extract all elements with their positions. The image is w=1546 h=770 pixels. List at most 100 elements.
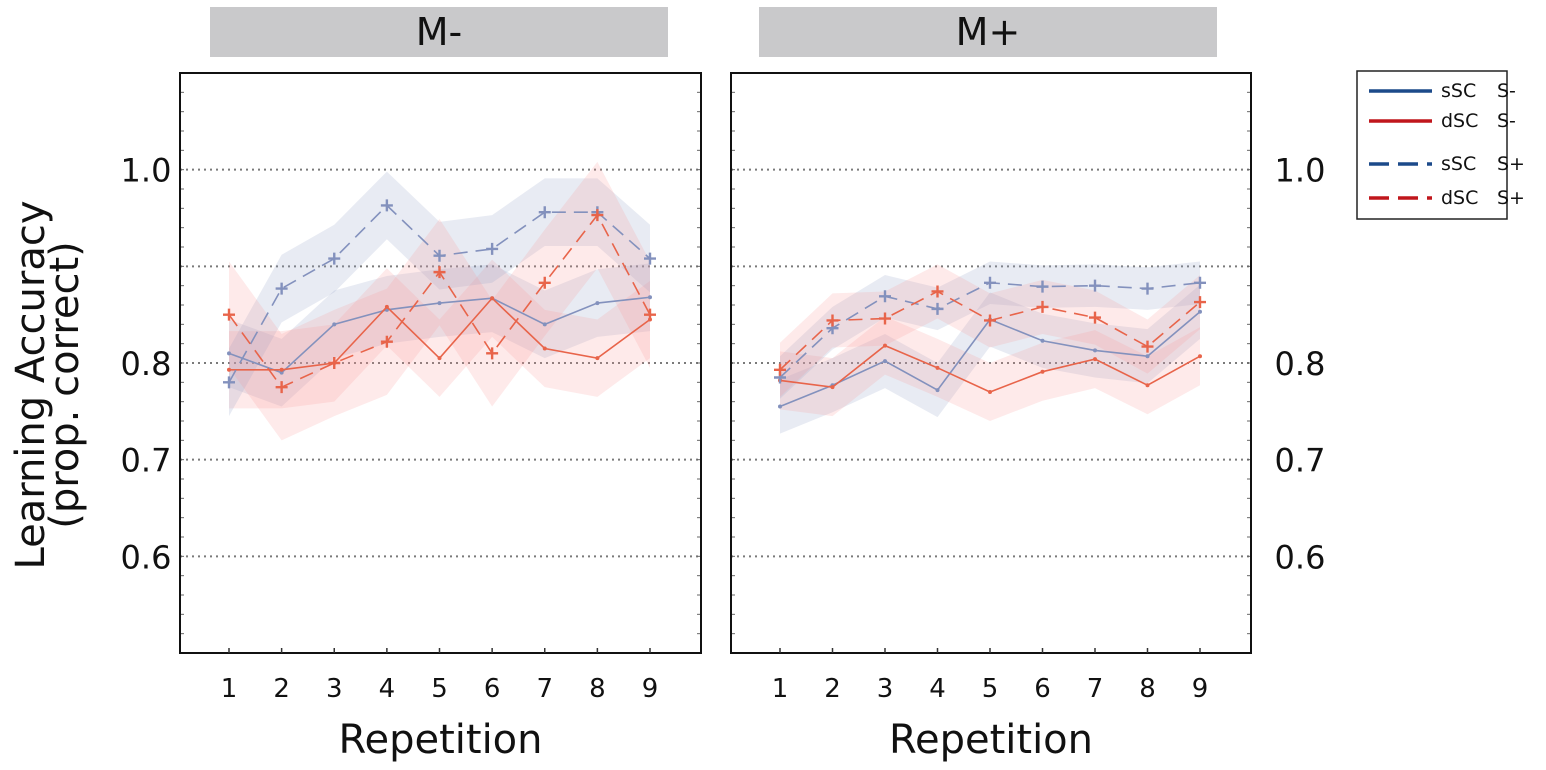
panel-m-plus-ssc_splus-point [1194, 276, 1206, 289]
panel-m-plus-dsc_sminus-point [830, 385, 835, 390]
y-axis-label-line1: Learning Accuracy [8, 201, 54, 570]
y-tick-label-right: 1.0 [1275, 152, 1326, 190]
panel-m-minus-dsc_splus-point [433, 266, 446, 279]
y-axis-label-line2: (prop. correct) [42, 241, 88, 529]
panel-m-minus-dsc_splus-point [591, 209, 604, 222]
legend-sublabel-dsc_sminus: S- [1497, 110, 1516, 132]
legend-label-ssc_splus: sSC [1441, 153, 1476, 175]
y-tick-label-left: 0.8 [121, 345, 172, 383]
panel-m-minus-ssc_sminus-point [279, 370, 284, 375]
panel-m-minus-ssc_splus-point [380, 199, 393, 212]
panel-m-minus-ssc_splus-point [223, 376, 235, 389]
panel-m-plus-ssc_splus-point [879, 290, 891, 303]
panel-m-plus-x-tick-label: 7 [1087, 674, 1104, 704]
panel-m-minus-dsc_splus-point [380, 335, 393, 348]
panel-m-plus-ssc_sminus-point [883, 359, 887, 364]
panel-m-minus-ssc_sminus-ci-band [229, 263, 650, 407]
panel-m-plus-ssc_sminus-point [1040, 338, 1045, 343]
y-tick-label-right: 0.7 [1275, 442, 1326, 480]
panel-m-minus-ssc_splus-point [644, 252, 656, 265]
panel-m-minus-dsc_splus-point [223, 308, 235, 321]
panel-m-plus-x-tick-label: 6 [1034, 674, 1051, 704]
panel-m-minus-frame [179, 72, 702, 654]
panel-m-plus-x-tick-label: 4 [929, 674, 946, 704]
panel-m-minus-x-tick-label: 9 [642, 674, 659, 704]
panel-m-plus-dsc_splus-point [826, 314, 839, 327]
panel-m-minus-dsc_sminus-point [279, 367, 284, 372]
panel-m-minus-ssc_sminus-point [332, 322, 337, 327]
panel-m-plus-x-tick-label: 2 [824, 674, 841, 704]
panel-m-minus-dsc_splus-point [486, 347, 499, 360]
panel-title-m-plus: M+ [759, 7, 1217, 57]
panel-m-plus-ssc_splus-point [1036, 280, 1049, 293]
panel-m-plus-x-tick-label: 1 [772, 674, 789, 704]
panel-m-minus-ssc_sminus-point [595, 301, 600, 306]
panel-m-minus-x-tick-label: 3 [326, 674, 343, 704]
panel-m-minus-dsc_sminus-point [227, 367, 231, 372]
panel-m-plus-x-tick-label: 9 [1192, 674, 1209, 704]
panel-m-minus-ssc_splus-point [433, 249, 446, 262]
panel-m-minus-dsc_splus-point [275, 381, 288, 394]
panel-m-minus-ssc_sminus-point [227, 351, 231, 356]
panel-m-plus-dsc_splus-point [1194, 296, 1206, 309]
panel-m-plus-x-tick-label: 8 [1139, 674, 1156, 704]
panel-m-minus-dsc_splus-point [644, 308, 656, 321]
y-tick-label-left: 0.7 [121, 442, 172, 480]
panel-m-plus-dsc_splus-point [931, 285, 944, 298]
panel-m-minus-ssc_sminus-point [437, 301, 442, 306]
panel-m-minus-dsc_sminus-point [384, 304, 389, 309]
panel-m-plus-ssc_splus-point [1089, 279, 1101, 292]
panel-m-plus-dsc_splus-point [879, 312, 891, 325]
legend-label-ssc_sminus: sSC [1441, 80, 1476, 102]
panel-m-plus-ssc_sminus-point [935, 388, 940, 393]
panel-m-minus-x-tick-label: 4 [379, 674, 396, 704]
legend: sSC S-dSC S-sSC S+ dSC S+ [1356, 70, 1525, 220]
panel-m-minus-ssc_splus-ci-band [229, 171, 650, 417]
panel-m-minus-x-tick-label: 8 [589, 674, 606, 704]
panel-m-plus-ssc_sminus-point [1093, 348, 1097, 353]
panel-m-plus-dsc_sminus-ci-band [780, 316, 1200, 421]
panel-m-plus: 1 2 3 4 5 6 7 8 9 Repetition [730, 72, 1252, 763]
legend-sublabel-dsc_splus: S+ [1497, 187, 1525, 209]
panel-m-minus-x-tick-label: 1 [221, 674, 238, 704]
y-tick-label-left: 0.6 [121, 538, 172, 576]
panel-m-minus-dsc_splus-point [538, 276, 551, 289]
panel-m-plus-dsc_splus-point [984, 314, 996, 327]
panel-m-plus-dsc_splus-point [1141, 340, 1154, 353]
panel-m-minus-dsc_splus-point [328, 357, 341, 369]
panel-m-minus-ssc_splus-point [538, 206, 551, 219]
panel-m-minus-x-tick-label: 7 [536, 674, 553, 704]
panel-m-plus-ssc_splus-point [1141, 282, 1154, 295]
y-tick-label-right: 0.8 [1275, 345, 1326, 383]
panel-m-minus-x-tick-label: 6 [484, 674, 501, 704]
panel-m-plus-dsc_splus-point [1036, 300, 1049, 313]
y-tick-labels: 0.6 0.6 0.7 0.7 0.8 0.8 1.0 1.0 [121, 152, 1326, 577]
panel-m-minus: 1 2 3 4 5 6 7 8 9 Repetition [179, 72, 702, 763]
panel-m-minus-ssc_splus-point [486, 242, 499, 255]
panel-m-plus-dsc_splus-point [1089, 311, 1101, 324]
panel-m-minus-ssc_sminus-point [648, 295, 652, 300]
panel-m-minus-x-tick-label: 2 [273, 674, 290, 704]
panel-m-plus-dsc_sminus-point [1093, 357, 1097, 362]
panel-m-plus-dsc_sminus-point [988, 390, 992, 394]
panel-m-minus-ssc_splus-point [275, 282, 288, 295]
panel-m-plus-x-tick-label: 5 [982, 674, 999, 704]
panel-m-minus-dsc_sminus-point [490, 296, 495, 301]
panel-m-plus-dsc_sminus-point [1198, 354, 1202, 359]
panel-m-minus-x-tick-label: 5 [431, 674, 448, 704]
legend-sublabel-ssc_splus: S+ [1497, 153, 1525, 175]
panel-m-plus-dsc_sminus-point [1145, 383, 1150, 388]
panel-m-minus-ssc_sminus-point [542, 322, 547, 327]
panel-m-minus-dsc_sminus-point [595, 356, 600, 361]
y-axis-label: Learning Accuracy (prop. correct) [8, 201, 88, 570]
panel-m-minus-dsc_sminus-ci-band [229, 259, 650, 409]
panel-m-plus-x-tick-label: 3 [877, 674, 894, 704]
y-tick-label-left: 1.0 [121, 152, 172, 190]
panel-m-minus-dsc_sminus-point [437, 356, 442, 361]
panel-m-plus-x-axis-label: Repetition [889, 717, 1093, 763]
panel-m-plus-dsc_sminus-point [1040, 369, 1045, 374]
panel-m-plus-dsc_splus-point [774, 363, 786, 376]
legend-sublabel-ssc_sminus: S- [1497, 80, 1516, 102]
panel-m-plus-frame [730, 72, 1252, 654]
